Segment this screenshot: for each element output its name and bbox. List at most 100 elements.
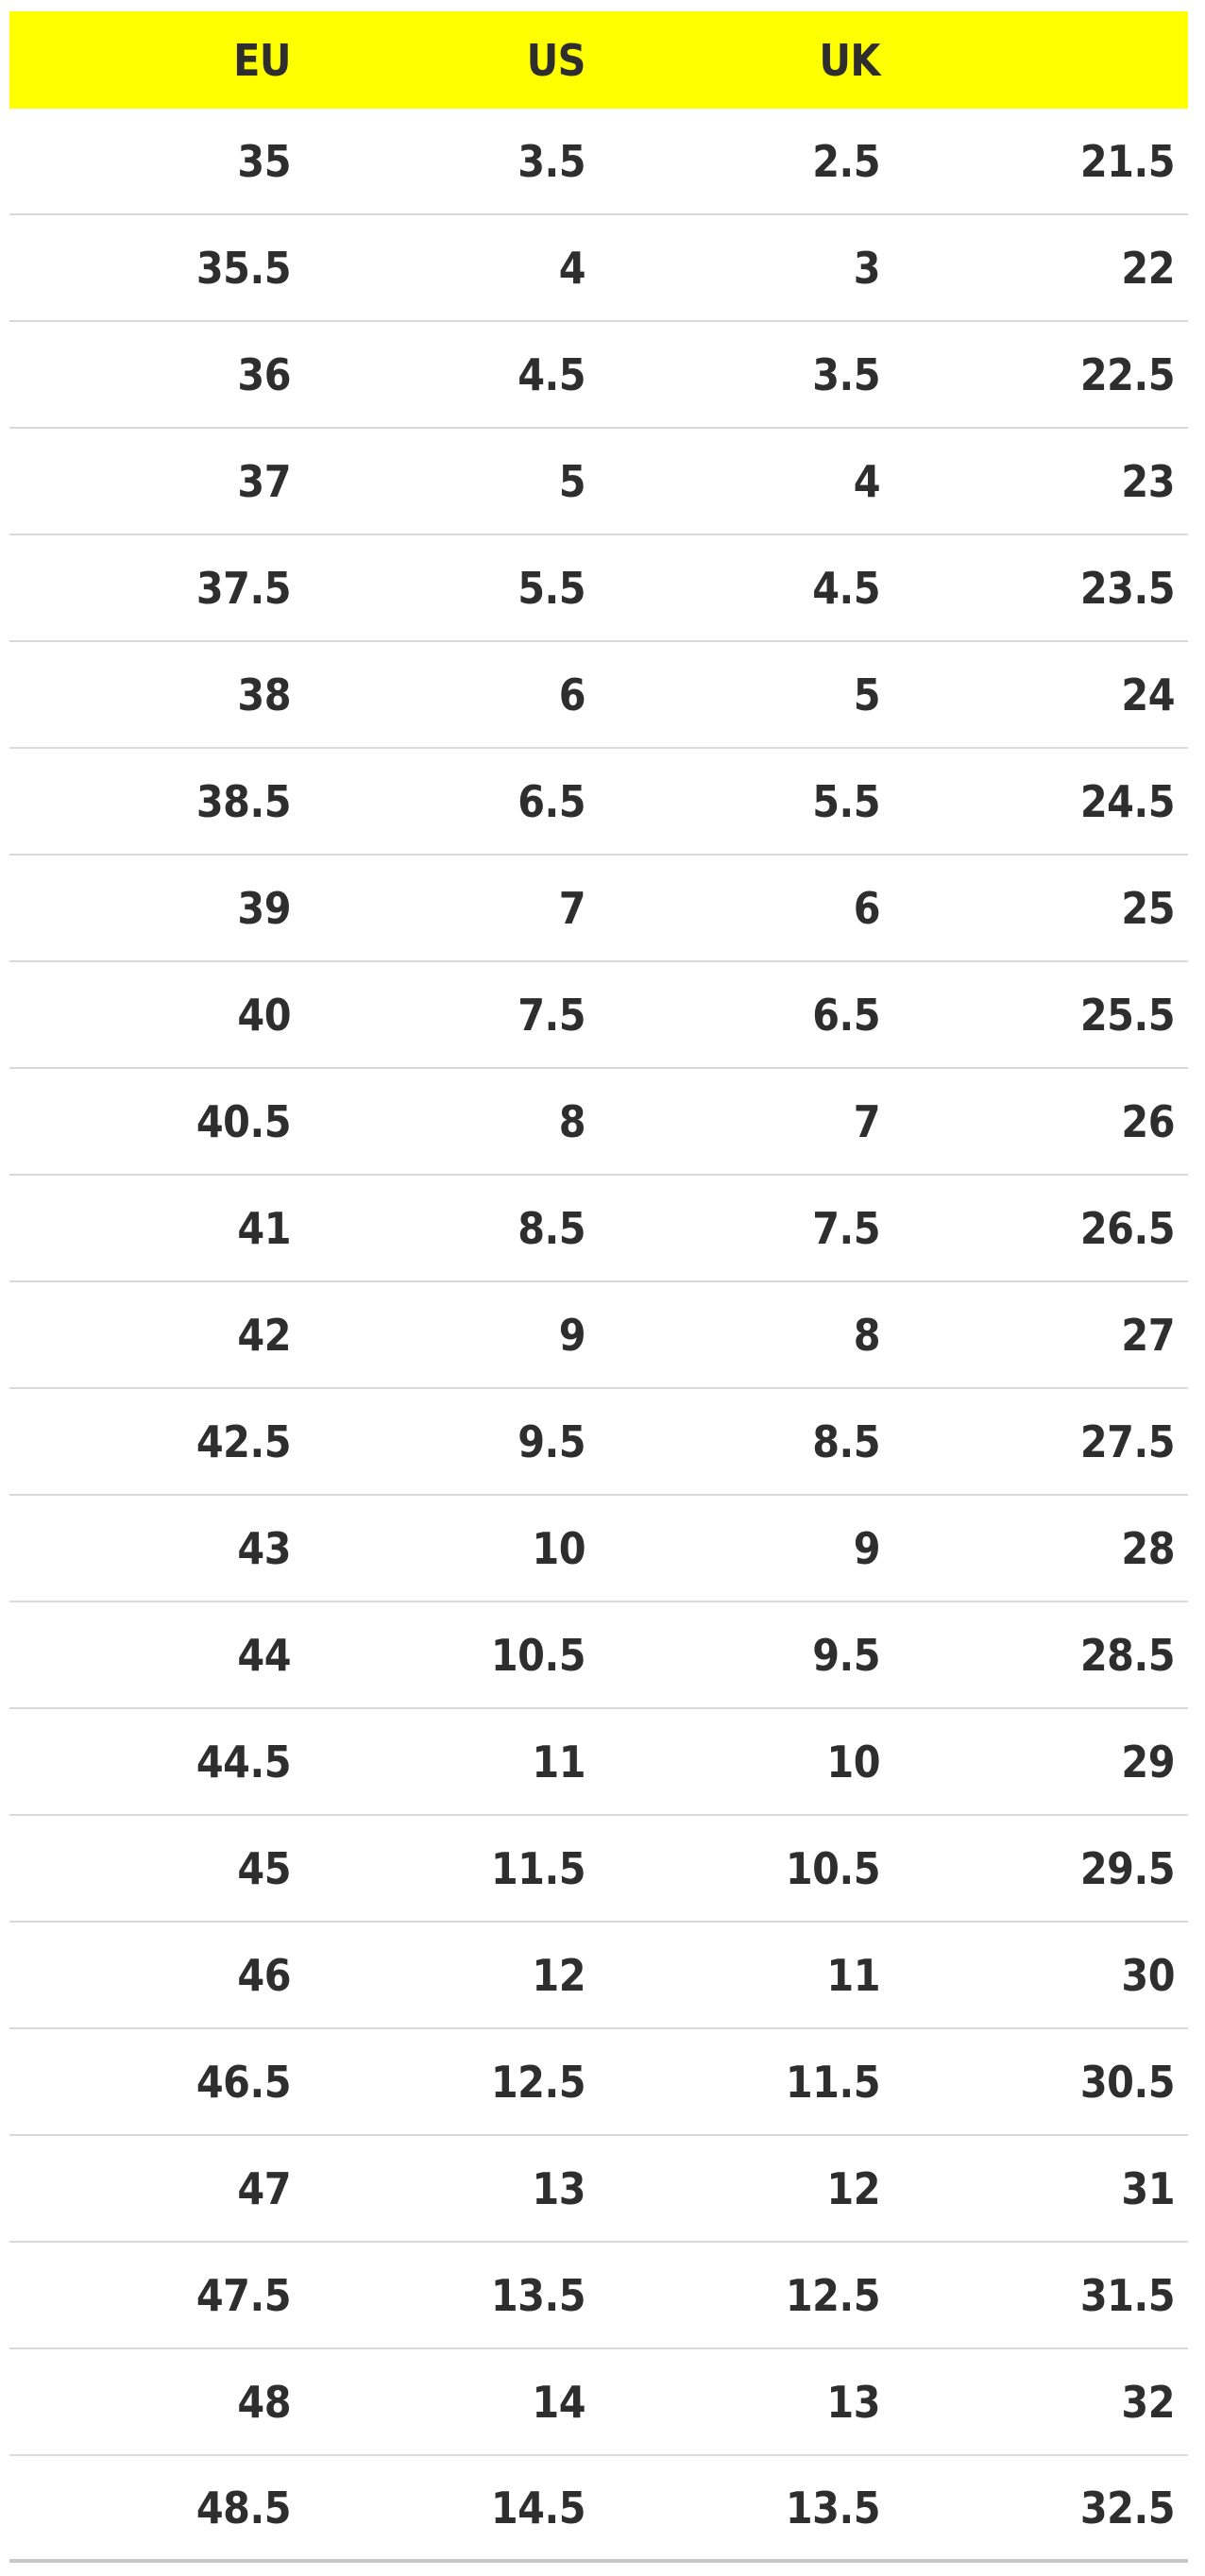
table-cell-col4: 29.5 — [1079, 1842, 1176, 1894]
table-cell-eu: 47.5 — [195, 2269, 292, 2321]
table-row: 44 10.5 9.5 28.5 — [9, 1602, 1188, 1709]
table-cell-col4: 24.5 — [1079, 775, 1176, 827]
table-body: 35 3.5 2.5 21.5 35.5 4 3 22 36 4.5 3.5 22.5 37 5 4 23 37… — [9, 109, 1188, 2563]
table-cell-eu: 37.5 — [195, 562, 292, 614]
table-cell-col4: 29 — [1121, 1736, 1175, 1788]
table-cell-uk: 5 — [853, 669, 881, 720]
table-cell-col4: 23.5 — [1079, 562, 1176, 614]
table-cell-us: 8.5 — [518, 1202, 586, 1254]
table-cell-eu: 37 — [237, 455, 291, 507]
table-cell-uk: 10 — [826, 1736, 880, 1788]
table-cell-us: 6.5 — [518, 775, 586, 827]
table-row: 39 7 6 25 — [9, 856, 1188, 962]
table-cell-us: 8 — [558, 1095, 586, 1147]
table-cell-eu: 47 — [237, 2162, 291, 2214]
table-cell-col4: 31.5 — [1079, 2269, 1176, 2321]
table-row: 47.5 13.5 12.5 31.5 — [9, 2243, 1188, 2349]
table-cell-us: 5.5 — [518, 562, 586, 614]
table-row: 37 5 4 23 — [9, 429, 1188, 535]
table-cell-eu: 36 — [237, 348, 291, 400]
table-cell-uk: 11 — [826, 1949, 880, 2001]
table-row: 35.5 4 3 22 — [9, 215, 1188, 322]
table-cell-us: 12.5 — [490, 2056, 586, 2108]
table-cell-uk: 3.5 — [812, 348, 880, 400]
table-cell-col4: 31 — [1121, 2162, 1175, 2214]
table-cell-uk: 10.5 — [785, 1842, 881, 1894]
table-cell-us: 6 — [558, 669, 586, 720]
table-cell-eu: 48 — [237, 2376, 291, 2428]
table-cell-uk: 11.5 — [785, 2056, 881, 2108]
table-cell-col4: 30 — [1121, 1949, 1175, 2001]
table-row: 48 14 13 32 — [9, 2349, 1188, 2456]
table-cell-eu: 48.5 — [195, 2482, 292, 2534]
table-cell-col4: 25 — [1121, 882, 1175, 934]
table-cell-eu: 39 — [237, 882, 291, 934]
table-cell-uk: 9 — [853, 1522, 881, 1574]
table-cell-eu: 42 — [237, 1309, 291, 1361]
table-cell-col4: 24 — [1121, 669, 1175, 720]
table-cell-col4: 22 — [1121, 242, 1175, 294]
table-cell-us: 13.5 — [490, 2269, 586, 2321]
table-row: 42 9 8 27 — [9, 1282, 1188, 1389]
table-cell-uk: 7 — [853, 1095, 881, 1147]
table-cell-col4: 32 — [1121, 2376, 1175, 2428]
table-cell-col4: 27.5 — [1079, 1415, 1176, 1467]
table-row: 38.5 6.5 5.5 24.5 — [9, 749, 1188, 856]
table-row: 46 12 11 30 — [9, 1923, 1188, 2029]
table-cell-us: 7 — [558, 882, 586, 934]
table-row: 40.5 8 7 26 — [9, 1069, 1188, 1176]
header-cell-us: US — [526, 34, 586, 86]
table-cell-us: 10 — [532, 1522, 586, 1574]
table-cell-us: 3.5 — [518, 135, 586, 187]
table-cell-col4: 26.5 — [1079, 1202, 1176, 1254]
table-cell-col4: 26 — [1121, 1095, 1175, 1147]
table-cell-eu: 35 — [237, 135, 291, 187]
table-cell-col4: 23 — [1121, 455, 1175, 507]
table-row: 41 8.5 7.5 26.5 — [9, 1176, 1188, 1282]
table-row: 38 6 5 24 — [9, 642, 1188, 749]
table-cell-col4: 30.5 — [1079, 2056, 1176, 2108]
table-cell-eu: 46.5 — [195, 2056, 292, 2108]
table-cell-uk: 4.5 — [812, 562, 880, 614]
table-cell-col4: 32.5 — [1079, 2482, 1176, 2534]
header-cell-eu: EU — [233, 34, 291, 86]
table-cell-uk: 2.5 — [812, 135, 880, 187]
table-cell-col4: 28.5 — [1079, 1629, 1176, 1681]
table-cell-uk: 4 — [853, 455, 881, 507]
table-cell-uk: 6.5 — [812, 989, 880, 1041]
table-cell-col4: 27 — [1121, 1309, 1175, 1361]
table-cell-uk: 8 — [853, 1309, 881, 1361]
table-cell-us: 14.5 — [490, 2482, 586, 2534]
table-row: 37.5 5.5 4.5 23.5 — [9, 535, 1188, 642]
table-cell-col4: 22.5 — [1079, 348, 1176, 400]
table-cell-eu: 40 — [237, 989, 291, 1041]
table-cell-us: 9 — [558, 1309, 586, 1361]
table-cell-eu: 41 — [237, 1202, 291, 1254]
table-cell-uk: 6 — [853, 882, 881, 934]
table-cell-uk: 8.5 — [812, 1415, 880, 1467]
table-row: 48.5 14.5 13.5 32.5 — [9, 2456, 1188, 2563]
table-cell-us: 5 — [558, 455, 586, 507]
table-cell-eu: 44 — [237, 1629, 291, 1681]
table-row: 35 3.5 2.5 21.5 — [9, 109, 1188, 215]
table-cell-us: 11.5 — [490, 1842, 586, 1894]
table-header-row: EU US UK — [9, 11, 1188, 109]
table-cell-eu: 38.5 — [195, 775, 292, 827]
table-row: 44.5 11 10 29 — [9, 1709, 1188, 1816]
table-cell-us: 12 — [532, 1949, 586, 2001]
table-cell-eu: 45 — [237, 1842, 291, 1894]
table-cell-col4: 25.5 — [1079, 989, 1176, 1041]
table-cell-eu: 43 — [237, 1522, 291, 1574]
table-cell-col4: 21.5 — [1079, 135, 1176, 187]
table-cell-uk: 13.5 — [785, 2482, 881, 2534]
table-cell-col4: 28 — [1121, 1522, 1175, 1574]
table-cell-us: 10.5 — [490, 1629, 586, 1681]
table-row: 47 13 12 31 — [9, 2136, 1188, 2243]
table-cell-uk: 3 — [853, 242, 881, 294]
table-row: 36 4.5 3.5 22.5 — [9, 322, 1188, 429]
table-row: 40 7.5 6.5 25.5 — [9, 962, 1188, 1069]
table-cell-us: 4.5 — [518, 348, 586, 400]
table-cell-eu: 42.5 — [195, 1415, 292, 1467]
table-cell-uk: 12.5 — [785, 2269, 881, 2321]
table-cell-us: 13 — [532, 2162, 586, 2214]
